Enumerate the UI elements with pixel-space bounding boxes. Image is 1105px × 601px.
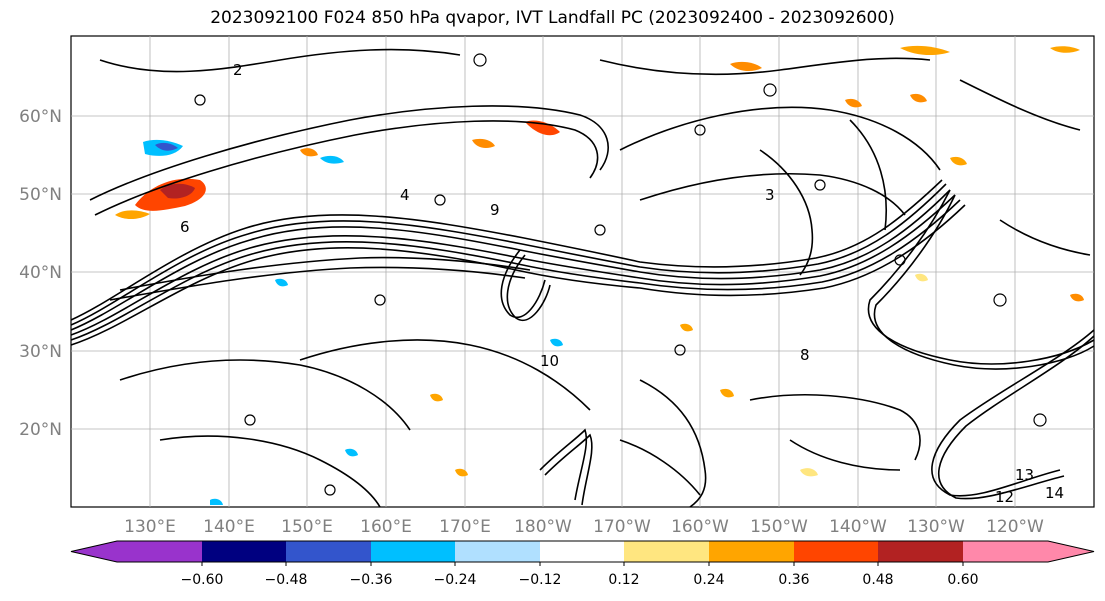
colorbar-tick-label: −0.48: [265, 572, 308, 588]
lon-label: 140°W: [829, 517, 887, 537]
lat-label: 50°N: [19, 185, 62, 205]
colorbar-segment: [794, 541, 878, 562]
colorbar-tick-label: −0.12: [519, 572, 562, 588]
lat-label: 20°N: [19, 420, 62, 440]
lon-label: 150°E: [281, 517, 333, 537]
contour-label: 13: [1015, 466, 1034, 484]
colorbar-segment: [371, 541, 455, 562]
colorbar-segment: [624, 541, 709, 562]
contour-label: 9: [490, 201, 500, 219]
plot-title: 2023092100 F024 850 hPa qvapor, IVT Land…: [210, 8, 895, 28]
colorbar-tick-label: 0.12: [608, 572, 639, 588]
colorbar-segment: [455, 541, 540, 562]
contour-label: 12: [995, 488, 1014, 506]
lon-label: 130°W: [907, 517, 965, 537]
lon-label: 170°W: [593, 517, 651, 537]
colorbar-tick-label: 0.36: [778, 572, 809, 588]
lat-label: 60°N: [19, 107, 62, 127]
lon-label: 160°W: [671, 517, 729, 537]
small-contour-cells: [194, 53, 1047, 496]
colorbar-segment: [709, 541, 794, 562]
colorbar-segment: [286, 541, 371, 562]
lon-label: 170°E: [439, 517, 491, 537]
contour-label: 2: [233, 61, 243, 79]
lon-label: 150°W: [750, 517, 808, 537]
lon-label: 180°W: [514, 517, 572, 537]
colorbar-segment: [202, 541, 286, 562]
contour-labels: 2 3 4 6 8 9 10 12 13 14: [180, 61, 1064, 506]
contour-label: 14: [1045, 484, 1064, 502]
colorbar: [70, 540, 1095, 566]
colorbar-extend-low: [71, 541, 117, 562]
colorbar-segment: [540, 541, 624, 562]
map-frame: [70, 35, 1095, 508]
colorbar-ticks: −0.60 −0.48 −0.36 −0.24 −0.12 0.12 0.24 …: [181, 572, 979, 588]
colorbar-segment: [117, 541, 202, 562]
contour-label: 6: [180, 218, 190, 236]
colorbar-outline: [70, 540, 1095, 563]
lon-label: 120°W: [986, 517, 1044, 537]
contour-label: 3: [765, 186, 775, 204]
colorbar-extend-high: [1048, 541, 1094, 562]
colorbar-tick-label: −0.36: [350, 572, 393, 588]
contour-label: 10: [540, 352, 559, 370]
colorbar-tick-label: 0.24: [693, 572, 724, 588]
qvapor-fill-patches: [115, 45, 1084, 505]
contour-label: 8: [800, 346, 810, 364]
colorbar-segment: [878, 541, 963, 562]
lon-label: 160°E: [360, 517, 412, 537]
colorbar-tick-label: 0.60: [947, 572, 978, 588]
colorbar-tick-label: −0.60: [181, 572, 224, 588]
longitude-labels: 130°E 140°E 150°E 160°E 170°E 180°W 170°…: [124, 517, 1044, 537]
lat-label: 40°N: [19, 263, 62, 283]
lon-label: 140°E: [203, 517, 255, 537]
latitude-labels: 60°N 50°N 40°N 30°N 20°N: [19, 107, 62, 440]
colorbar-segment: [963, 541, 1048, 562]
lon-label: 130°E: [124, 517, 176, 537]
colorbar-tick-label: −0.24: [434, 572, 477, 588]
lat-label: 30°N: [19, 342, 62, 362]
ivt-contours: [70, 48, 1095, 508]
contour-label: 4: [400, 186, 410, 204]
colorbar-tick-label: 0.48: [862, 572, 893, 588]
